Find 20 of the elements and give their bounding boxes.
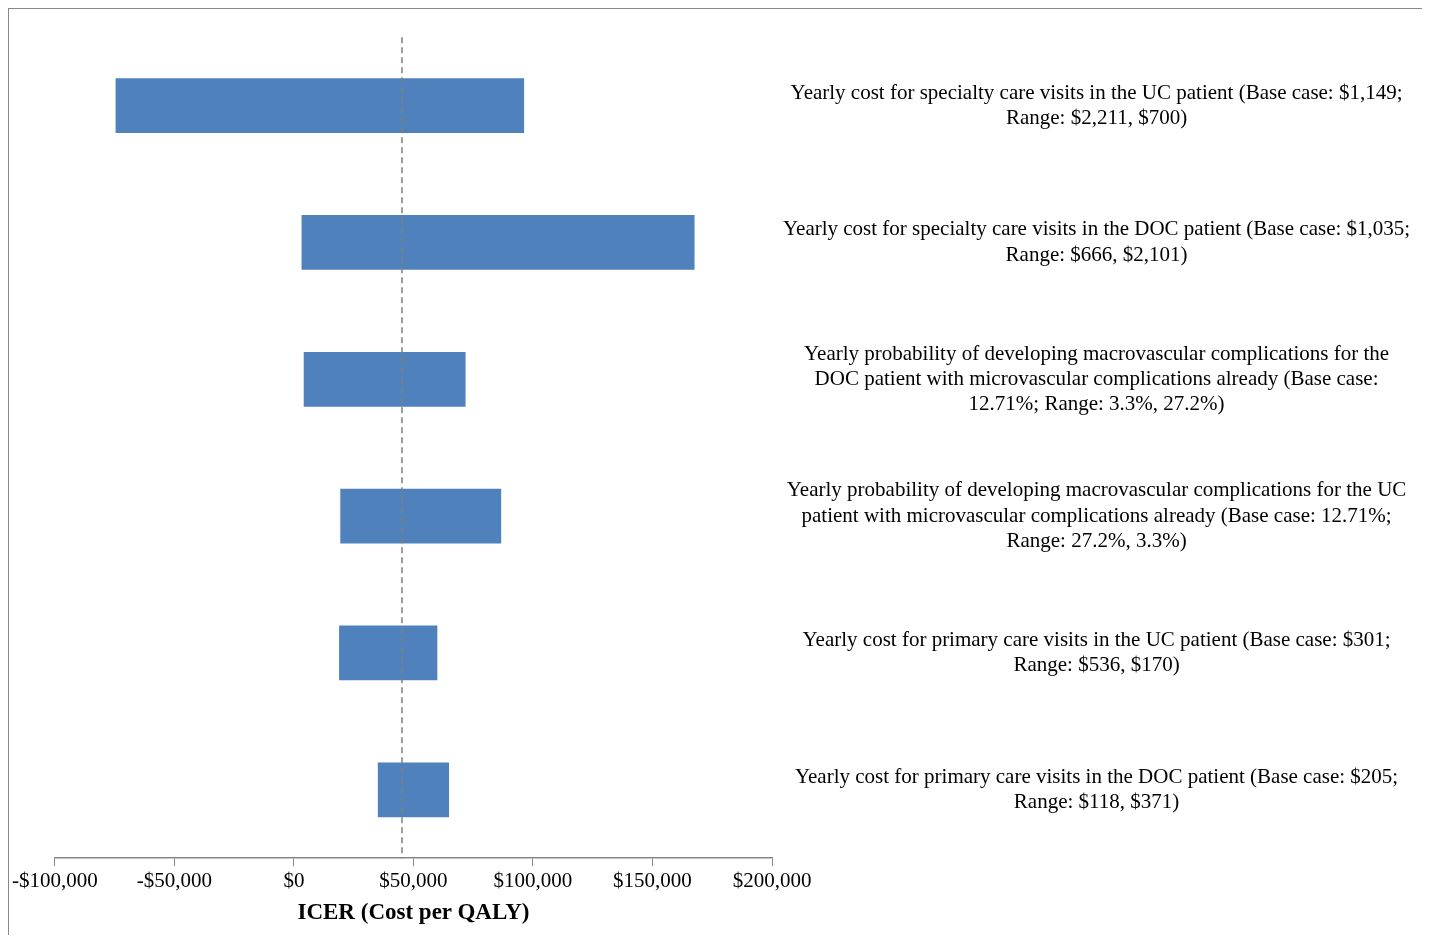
y-tick-label: Yearly cost for specialty care visits in the DOC patient (Base case: $1,035; Range: $666, $2,101) bbox=[782, 216, 1411, 266]
x-axis-title: ICER (Cost per QALY) bbox=[297, 899, 530, 925]
x-tick-label: $150,000 bbox=[613, 868, 692, 893]
bar bbox=[339, 625, 438, 681]
x-tick-label: $100,000 bbox=[493, 868, 573, 893]
y-tick-label: Yearly cost for primary care visits in the UC patient (Base case: $301; Range: $536, $170) bbox=[802, 626, 1391, 677]
x-tick-label: -$50,000 bbox=[136, 868, 213, 893]
x-tick-label: -$100,000 bbox=[12, 868, 98, 893]
y-tick-label: Yearly probability of developing macrovascular complications for the UC patient with microvascular complications already (Base case: 12.71%; Range: 27.2%, 3.3%) bbox=[786, 477, 1407, 552]
x-tick-label: $50,000 bbox=[379, 868, 448, 893]
y-tick-label: Yearly cost for specialty care visits in the UC patient (Base case: $1,149; Range: $2,211, $700) bbox=[790, 79, 1403, 129]
bar bbox=[115, 78, 525, 133]
bar bbox=[340, 488, 502, 544]
y-tick-label: Yearly cost for primary care visits in the DOC patient (Base case: $205; Range: $118, $371) bbox=[794, 763, 1399, 813]
bar bbox=[301, 215, 695, 270]
x-tick-label: $0 bbox=[283, 868, 305, 893]
bar bbox=[303, 351, 466, 407]
y-tick-label: Yearly probability of developing macrovascular complications for the DOC patient with microvascular complications already (Base case: 12.71%; Range: 3.3%, 27.2%) bbox=[804, 340, 1390, 415]
bar bbox=[377, 762, 450, 818]
x-tick-label: $200,000 bbox=[732, 868, 812, 893]
